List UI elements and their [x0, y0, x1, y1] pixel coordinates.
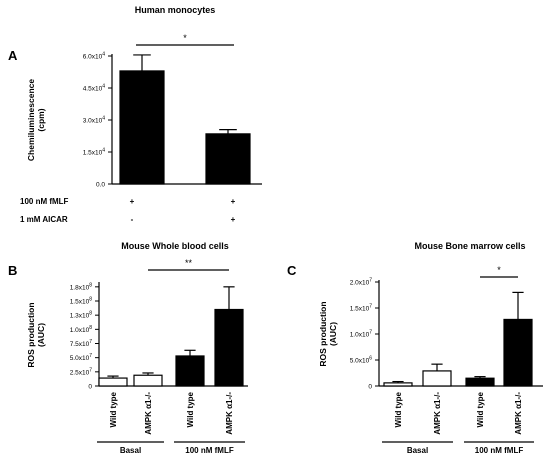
- x-tick-label: Wild type: [109, 391, 118, 427]
- y-tick-label: 1.0x108: [70, 325, 93, 334]
- panel-letter: C: [287, 263, 297, 278]
- bar: [133, 374, 163, 387]
- y-tick-label: 3.0x104: [83, 116, 106, 125]
- significance-marker: **: [185, 258, 193, 268]
- condition-mark: +: [231, 215, 236, 224]
- y-axis-label: (AUC): [328, 322, 338, 346]
- panel-letter: A: [8, 48, 18, 63]
- significance-marker: *: [183, 33, 187, 43]
- y-axis-label: ROS production: [26, 302, 36, 367]
- y-tick-label: 0: [368, 384, 372, 391]
- y-tick-label: 1.5x108: [70, 297, 93, 306]
- y-tick-label: 1.5x104: [83, 148, 106, 157]
- y-tick-label: 0.0: [96, 182, 105, 189]
- y-axis-label: Chemiluminescence: [26, 79, 36, 161]
- bar: [383, 382, 413, 387]
- y-tick-label: 7.5x107: [70, 339, 93, 348]
- condition-label: 100 nM fMLF: [20, 197, 69, 206]
- x-tick-label: AMPK α1-/-: [514, 392, 523, 435]
- y-tick-label: 1.0x107: [350, 330, 373, 339]
- condition-mark: +: [130, 197, 135, 206]
- condition-mark: +: [231, 197, 236, 206]
- y-tick-label: 5.0x107: [70, 353, 93, 362]
- bar: [503, 318, 533, 387]
- bar: [422, 370, 452, 387]
- x-tick-label: Wild type: [394, 391, 403, 427]
- y-tick-label: 2.0x107: [350, 278, 373, 287]
- y-tick-label: 1.3x108: [70, 311, 93, 320]
- group-label: Basal: [120, 446, 141, 455]
- significance-marker: *: [497, 265, 501, 275]
- chart-title: Mouse Whole blood cells: [121, 241, 229, 251]
- group-label: Basal: [407, 446, 428, 455]
- x-tick-label: Wild type: [186, 391, 195, 427]
- bar: [98, 377, 128, 387]
- y-tick-label: 2.5x107: [70, 367, 93, 376]
- y-tick-label: 4.5x104: [83, 84, 106, 93]
- y-tick-label: 5.0x106: [350, 356, 373, 365]
- condition-mark: -: [131, 215, 134, 224]
- x-tick-label: AMPK α1-/-: [433, 392, 442, 435]
- chart-title: Human monocytes: [135, 5, 216, 15]
- bar: [175, 355, 205, 387]
- bar: [214, 308, 244, 387]
- bar: [119, 70, 165, 185]
- panel-letter: B: [8, 263, 17, 278]
- y-axis-label: (AUC): [36, 323, 46, 347]
- group-label: 100 nM fMLF: [475, 446, 524, 455]
- x-tick-label: AMPK α1-/-: [144, 392, 153, 435]
- y-tick-label: 6.0x104: [83, 52, 106, 61]
- chart-title: Mouse Bone marrow cells: [414, 241, 525, 251]
- y-tick-label: 1.8x108: [70, 282, 93, 291]
- y-axis-label: ROS production: [318, 301, 328, 366]
- x-tick-label: Wild type: [476, 391, 485, 427]
- group-label: 100 nM fMLF: [185, 446, 234, 455]
- y-axis-label: (cpm): [36, 108, 46, 131]
- x-tick-label: AMPK α1-/-: [225, 392, 234, 435]
- bar: [205, 133, 251, 185]
- bar: [465, 377, 495, 387]
- y-tick-label: 0: [88, 384, 92, 391]
- y-tick-label: 1.5x107: [350, 304, 373, 313]
- condition-label: 1 mM AICAR: [20, 215, 68, 224]
